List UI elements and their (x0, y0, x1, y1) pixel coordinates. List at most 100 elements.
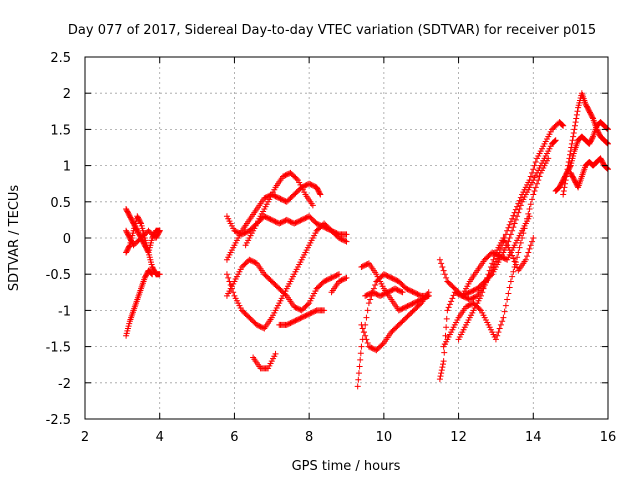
data-point (511, 258, 518, 265)
data-point (569, 137, 576, 144)
data-point (552, 137, 559, 144)
series-arc-b6 (242, 169, 316, 249)
data-point (443, 274, 450, 281)
data-point (363, 314, 370, 321)
data-point (515, 200, 522, 207)
data-point (496, 325, 503, 332)
data-point (510, 268, 517, 275)
data-point (486, 267, 493, 274)
data-point (439, 364, 446, 371)
data-point (502, 231, 509, 238)
x-tick-label: 4 (156, 430, 164, 445)
data-point (512, 206, 519, 213)
data-point (573, 115, 580, 122)
x-tick-labels: 2 4 6 8 10 12 14 16 (81, 430, 616, 445)
axis-ticks (84, 56, 609, 420)
data-point (501, 308, 508, 315)
data-point (567, 163, 574, 170)
series-arc-b4 (223, 220, 350, 332)
grid (85, 57, 608, 419)
y-tick-label: -0.5 (46, 268, 71, 283)
data-point (293, 175, 300, 182)
y-tick-label: -2 (58, 377, 71, 392)
data-point (342, 275, 349, 282)
series-arc-a3 (123, 267, 156, 339)
data-point (449, 295, 456, 302)
series-arc-a4 (123, 227, 163, 249)
data-point (489, 260, 496, 267)
data-point (529, 196, 536, 203)
data-point (499, 318, 506, 325)
data-point (272, 350, 279, 357)
data-point (558, 121, 565, 128)
data-point (506, 284, 513, 291)
series-arc-c3 (358, 289, 432, 354)
y-axis-label: SDTVAR / TECUs (7, 185, 22, 292)
series-arc-b7 (276, 307, 328, 328)
data-point (534, 180, 541, 187)
data-point (560, 187, 567, 194)
data-point (589, 114, 596, 121)
data-point (367, 296, 374, 303)
series-arc-e3 (567, 155, 611, 191)
data-point (527, 173, 534, 180)
data-point (448, 298, 455, 305)
data-point (438, 367, 445, 374)
data-point (316, 190, 323, 197)
data-point (526, 213, 533, 220)
data-point (511, 220, 518, 227)
data-point (517, 194, 524, 201)
series-arc-d5 (459, 213, 533, 299)
data-point (573, 111, 580, 118)
x-axis-label: GPS time / hours (292, 459, 401, 474)
data-point (444, 307, 451, 314)
data-point (527, 242, 534, 249)
data-point (526, 206, 533, 213)
data-point (230, 289, 237, 296)
x-tick-label: 16 (600, 430, 617, 445)
data-point (570, 133, 577, 140)
data-point (480, 285, 487, 292)
series-arc-d4 (455, 235, 537, 343)
data-point (510, 212, 517, 219)
data-point (492, 336, 499, 343)
data-point (445, 304, 452, 311)
chart-title: Day 077 of 2017, Sidereal Day-to-day VTE… (68, 23, 596, 38)
y-tick-label: -1.5 (46, 341, 71, 356)
data-point (514, 254, 521, 261)
data-point (482, 278, 489, 285)
data-point (355, 370, 362, 377)
data-point (398, 288, 405, 295)
data-point (441, 271, 448, 278)
data-point (484, 274, 491, 281)
y-tick-label: 0.5 (50, 196, 71, 211)
data-marks (123, 90, 611, 390)
data-point (156, 271, 163, 278)
data-point (372, 282, 379, 289)
data-point (526, 245, 533, 252)
data-point (156, 227, 163, 234)
y-tick-label: -2.5 (46, 413, 71, 428)
data-point (535, 177, 542, 184)
series-arc-b3 (223, 256, 343, 314)
data-point (481, 282, 488, 289)
data-point (440, 358, 447, 365)
data-point (552, 137, 559, 144)
data-point (529, 169, 536, 176)
data-point (363, 336, 370, 343)
data-point (479, 289, 486, 296)
data-point (531, 187, 538, 194)
data-point (364, 339, 371, 346)
series-arc-d2 (436, 119, 567, 303)
data-point (516, 197, 523, 204)
x-tick-label: 14 (525, 430, 542, 445)
data-point (514, 203, 521, 210)
data-point (436, 376, 443, 383)
data-point (343, 274, 350, 281)
data-point (477, 292, 484, 299)
data-point (532, 184, 539, 191)
data-point (571, 126, 578, 133)
data-point (497, 321, 504, 328)
y-tick-label: 2 (63, 87, 71, 102)
